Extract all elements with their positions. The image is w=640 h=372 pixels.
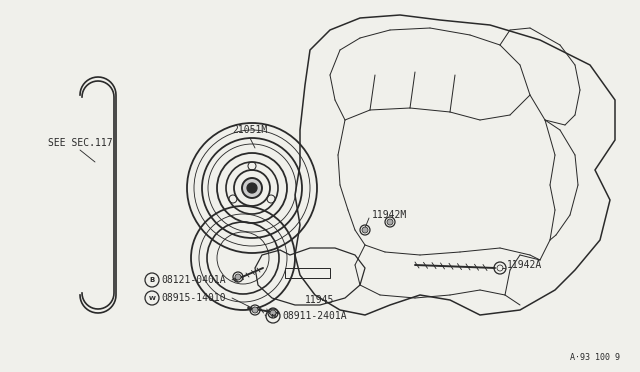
Circle shape [235,274,241,280]
Text: 11942A: 11942A [507,260,542,270]
Text: B: B [149,277,155,283]
Text: 08911-2401A: 08911-2401A [282,311,347,321]
Circle shape [252,307,258,313]
Circle shape [362,227,368,233]
Text: 08121-0401A: 08121-0401A [161,275,226,285]
Text: 08915-14010: 08915-14010 [161,293,226,303]
Text: N: N [270,314,276,318]
Circle shape [270,310,276,316]
Text: A·93 100 9: A·93 100 9 [570,353,620,362]
Text: 11945: 11945 [305,295,334,305]
Text: 21051M: 21051M [232,125,268,135]
Text: 11942M: 11942M [372,210,407,220]
Circle shape [242,178,262,198]
Text: W: W [148,295,156,301]
Circle shape [387,219,393,225]
Circle shape [247,183,257,193]
Text: SEE SEC.117: SEE SEC.117 [48,138,113,148]
